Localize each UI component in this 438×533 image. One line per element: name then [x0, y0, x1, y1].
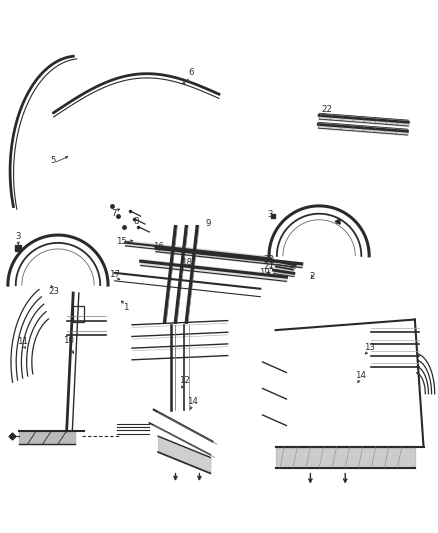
Text: 21: 21: [264, 262, 275, 271]
Text: 4: 4: [336, 218, 342, 227]
Text: 14: 14: [355, 370, 366, 379]
Text: 3: 3: [268, 209, 273, 219]
Text: 13: 13: [364, 343, 374, 352]
Text: 11: 11: [17, 337, 28, 346]
Text: 9: 9: [205, 219, 211, 228]
Text: 3: 3: [15, 232, 21, 241]
Text: 7: 7: [112, 209, 117, 218]
Text: 6: 6: [188, 68, 194, 77]
Text: 12: 12: [179, 376, 190, 385]
Text: 5: 5: [51, 156, 57, 165]
Text: 17: 17: [109, 270, 120, 279]
Text: 15: 15: [116, 237, 127, 246]
Text: 1: 1: [123, 303, 128, 312]
Text: 16: 16: [152, 242, 163, 251]
Text: 8: 8: [134, 217, 139, 226]
Text: 23: 23: [48, 287, 59, 296]
Text: 22: 22: [321, 105, 332, 114]
Text: 18: 18: [181, 259, 192, 267]
Text: 2: 2: [310, 271, 315, 280]
Text: 10: 10: [64, 336, 74, 345]
Text: 19: 19: [259, 268, 270, 277]
Text: 20: 20: [264, 255, 275, 264]
Text: 14: 14: [187, 397, 198, 406]
